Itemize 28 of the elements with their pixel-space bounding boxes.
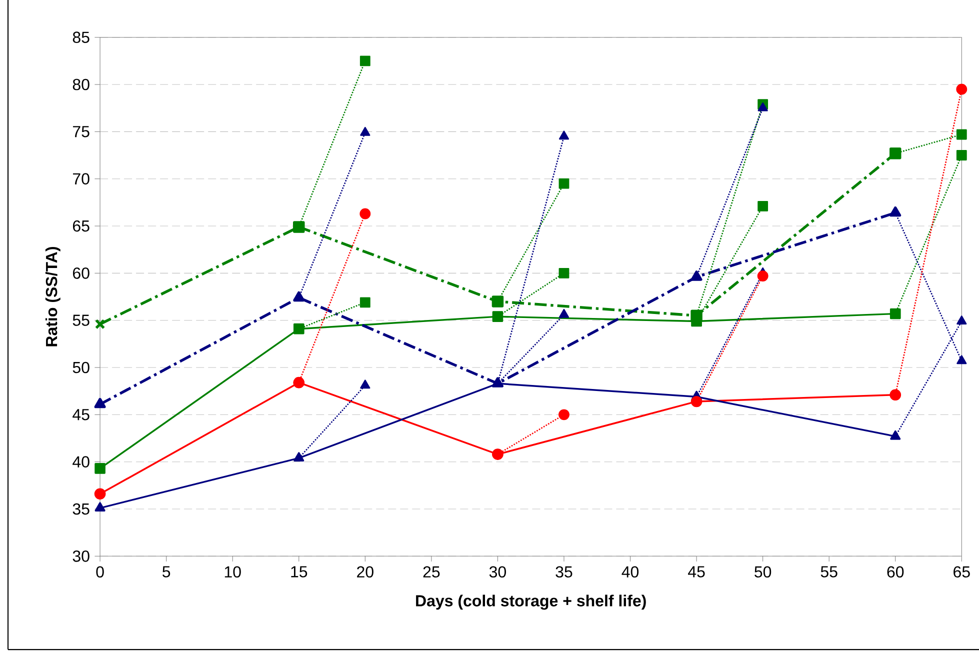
x-tick-label: 0 (96, 566, 104, 578)
x-tick-label: 55 (820, 566, 838, 578)
y-tick-label: 70 (73, 173, 90, 184)
x-tick-label: 65 (954, 566, 970, 578)
y-tick-label: 50 (72, 362, 90, 374)
y-tick-label: 45 (72, 409, 90, 420)
x-axis-title: Days (cold storage + shelf life) (416, 594, 646, 610)
y-tick-label: 85 (72, 32, 90, 43)
x-tick-label: 35 (556, 566, 572, 578)
y-tick-label: 55 (72, 314, 90, 326)
x-tick-label: 45 (688, 566, 705, 578)
x-tick-label: 40 (622, 566, 639, 578)
x-tick-label: 20 (357, 566, 374, 578)
y-axis-title: Ratio (SS/TA) (45, 246, 60, 346)
y-tick-label: 30 (72, 550, 90, 562)
x-tick-label: 30 (489, 566, 506, 578)
y-tick-label: 75 (73, 126, 90, 138)
x-tick-label: 25 (423, 566, 440, 578)
x-tick-label: 15 (291, 566, 308, 578)
x-tick-label: 5 (162, 566, 170, 578)
y-tick-label: 80 (72, 78, 90, 90)
x-tick-label: 60 (887, 566, 904, 578)
y-tick-label: 35 (72, 503, 90, 515)
y-tick-label: 40 (72, 456, 90, 468)
x-tick-label: 50 (754, 566, 772, 578)
y-tick-label: 60 (73, 267, 90, 279)
y-tick-label: 65 (73, 220, 90, 232)
x-tick-label: 10 (224, 566, 241, 578)
